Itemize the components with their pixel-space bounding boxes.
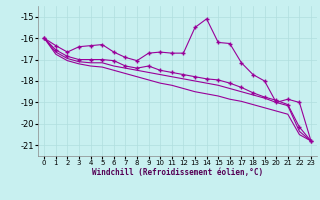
X-axis label: Windchill (Refroidissement éolien,°C): Windchill (Refroidissement éolien,°C) [92,168,263,177]
